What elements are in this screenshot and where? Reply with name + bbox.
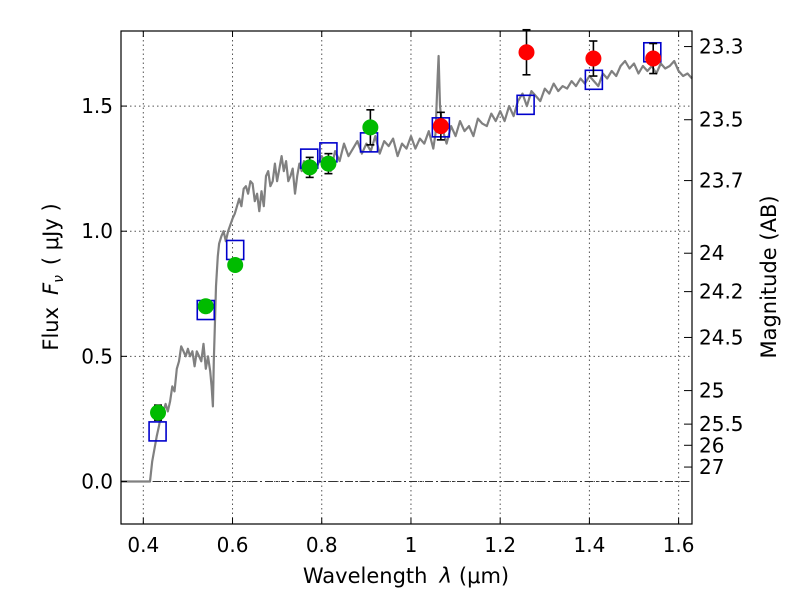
- magnitude-tick-label: 25.5: [699, 412, 744, 436]
- x-tick-label: 0.8: [306, 533, 338, 557]
- nir-flux-point: [645, 50, 662, 67]
- magnitude-tick-label: 24: [699, 241, 724, 265]
- grid: [121, 31, 692, 524]
- optical-flux-point: [197, 298, 214, 315]
- magnitude-tick-label: 26: [699, 433, 724, 457]
- optical-flux-point: [301, 159, 318, 176]
- spectrum-line: [121, 54, 693, 483]
- magnitude-tick-label: 24.5: [699, 325, 744, 349]
- optical-flux-point: [320, 155, 337, 172]
- data-markers: [148, 28, 662, 442]
- x-axis-title: Wavelength λ (μm): [303, 564, 509, 588]
- optical-flux-point: [227, 256, 244, 273]
- x-tick-label: 1: [405, 533, 418, 557]
- nir-flux-point: [585, 50, 602, 67]
- y-tick-label: 1.5: [81, 94, 113, 118]
- y-tick-label: 1.0: [81, 219, 113, 243]
- magnitude-tick-label: 23.3: [699, 35, 744, 59]
- template-spectrum: [121, 54, 693, 483]
- magnitude-axis-title: Magnitude (AB): [757, 195, 781, 358]
- nir-flux-point: [518, 44, 535, 61]
- magnitude-tick-label: 25: [699, 379, 724, 403]
- optical-flux-point: [362, 119, 379, 136]
- y-tick-label: 0.0: [81, 469, 113, 493]
- x-tick-label: 1.6: [663, 533, 695, 557]
- plot-frame: [120, 30, 693, 525]
- y-axis-title: FluxFν( μJy ): [39, 203, 67, 350]
- magnitude-tick-label: 23.5: [699, 108, 744, 132]
- x-tick-label: 0.6: [217, 533, 249, 557]
- nir-flux-point: [432, 118, 449, 135]
- model-flux-square: [148, 421, 167, 442]
- x-tick-label: 0.4: [127, 533, 159, 557]
- x-tick-label: 1.4: [573, 533, 605, 557]
- magnitude-tick-label: 27: [699, 455, 724, 479]
- x-tick-label: 1.2: [484, 533, 516, 557]
- magnitude-tick-label: 24.2: [699, 280, 744, 304]
- model-flux-square: [516, 94, 535, 116]
- axis-ticks: 0.4 0.6 0.8 1 1.2 1.4 1.6 0.0 0.5 1.0 1.5 23.3 23.5 2…: [81, 31, 744, 557]
- y-tick-label: 0.5: [81, 344, 113, 368]
- optical-flux-point: [150, 404, 167, 421]
- magnitude-tick-label: 23.7: [699, 169, 744, 193]
